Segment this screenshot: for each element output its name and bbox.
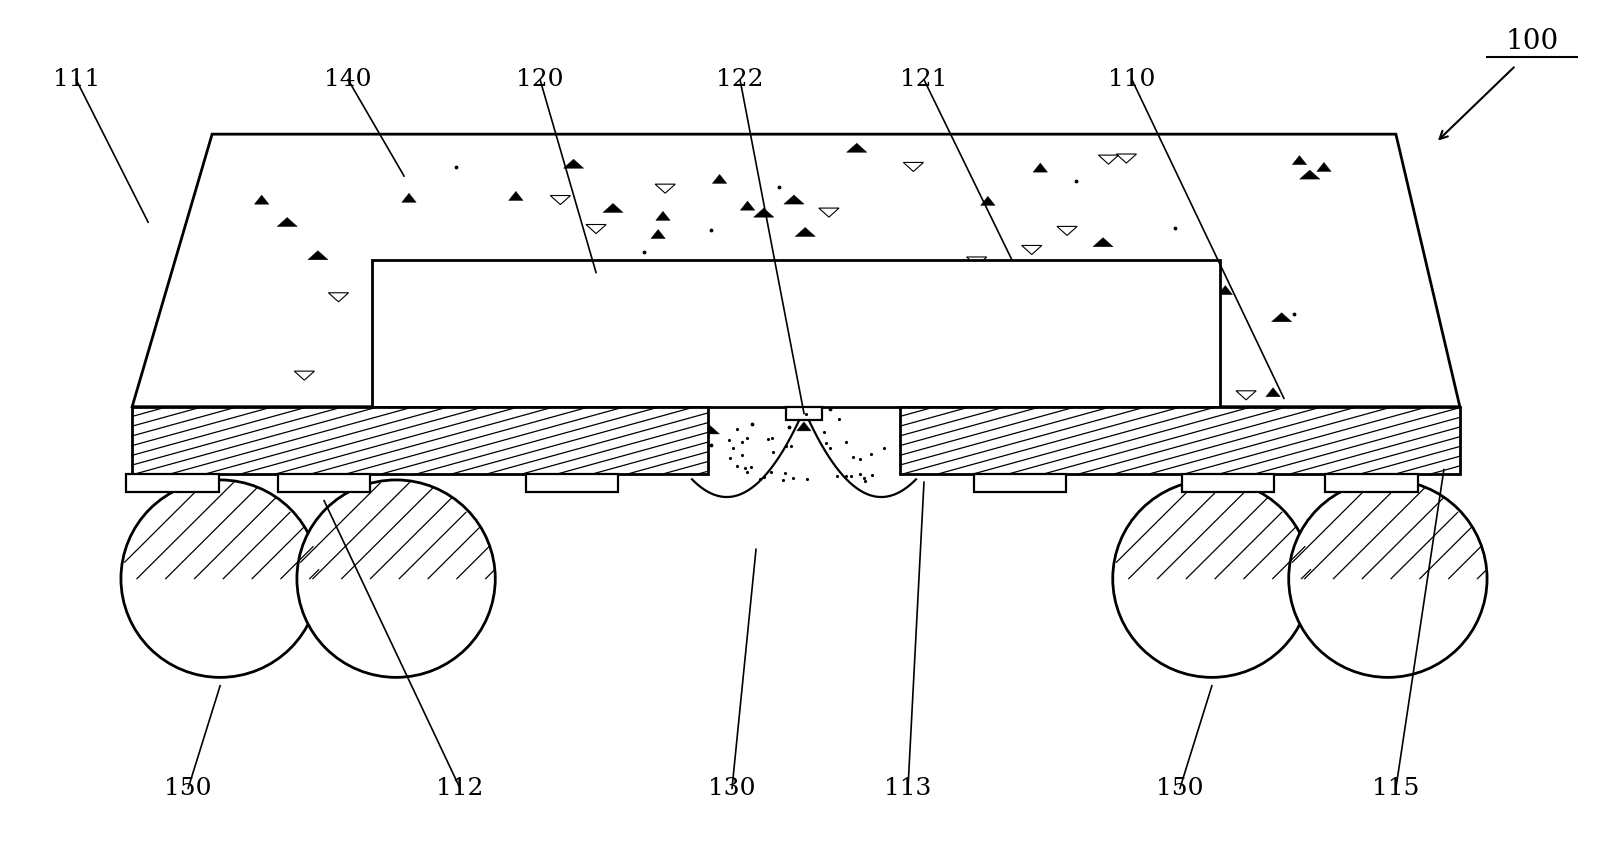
Polygon shape xyxy=(1218,285,1231,295)
Text: 130: 130 xyxy=(707,777,755,800)
Text: 110: 110 xyxy=(1107,68,1155,91)
Polygon shape xyxy=(132,407,707,473)
Polygon shape xyxy=(988,411,1009,419)
Polygon shape xyxy=(1271,313,1290,322)
Polygon shape xyxy=(1298,170,1319,179)
Polygon shape xyxy=(980,197,995,205)
Text: 120: 120 xyxy=(516,68,564,91)
Ellipse shape xyxy=(1287,480,1486,678)
Text: 113: 113 xyxy=(884,777,930,800)
Text: 150: 150 xyxy=(164,777,212,800)
Polygon shape xyxy=(525,473,619,492)
Polygon shape xyxy=(1160,427,1181,435)
Polygon shape xyxy=(1324,473,1417,492)
Text: 150: 150 xyxy=(1155,777,1204,800)
Polygon shape xyxy=(754,208,773,217)
Polygon shape xyxy=(1093,238,1112,246)
Polygon shape xyxy=(786,407,821,420)
Polygon shape xyxy=(276,218,297,226)
Polygon shape xyxy=(656,211,670,220)
Polygon shape xyxy=(847,143,866,152)
Polygon shape xyxy=(794,228,815,236)
Polygon shape xyxy=(739,201,754,210)
Polygon shape xyxy=(1316,163,1331,171)
Polygon shape xyxy=(1181,473,1273,492)
Polygon shape xyxy=(603,203,622,213)
Polygon shape xyxy=(125,473,219,492)
Polygon shape xyxy=(1032,163,1046,172)
Polygon shape xyxy=(1265,388,1279,396)
Polygon shape xyxy=(410,401,431,410)
Text: 121: 121 xyxy=(900,68,947,91)
Polygon shape xyxy=(254,195,268,204)
Polygon shape xyxy=(132,134,1459,407)
Polygon shape xyxy=(402,193,416,202)
Polygon shape xyxy=(395,446,410,456)
Polygon shape xyxy=(503,453,517,462)
Text: 100: 100 xyxy=(1504,29,1557,55)
Text: 122: 122 xyxy=(715,68,763,91)
Polygon shape xyxy=(651,230,665,239)
Polygon shape xyxy=(712,174,726,184)
Text: 115: 115 xyxy=(1371,777,1419,800)
Polygon shape xyxy=(508,191,522,201)
Ellipse shape xyxy=(297,480,495,678)
Polygon shape xyxy=(1292,156,1306,164)
Polygon shape xyxy=(371,260,1220,407)
Polygon shape xyxy=(900,407,1459,473)
Polygon shape xyxy=(699,425,718,434)
Polygon shape xyxy=(307,251,328,260)
Polygon shape xyxy=(783,195,804,204)
Polygon shape xyxy=(940,446,959,454)
Polygon shape xyxy=(350,455,370,464)
Ellipse shape xyxy=(1112,480,1310,678)
Polygon shape xyxy=(562,159,583,169)
Polygon shape xyxy=(972,473,1065,492)
Text: 112: 112 xyxy=(435,777,484,800)
Text: 140: 140 xyxy=(325,68,371,91)
Polygon shape xyxy=(795,422,810,431)
Text: 111: 111 xyxy=(53,68,100,91)
Polygon shape xyxy=(333,415,354,424)
Ellipse shape xyxy=(121,480,320,678)
Polygon shape xyxy=(325,440,339,450)
Polygon shape xyxy=(278,473,370,492)
